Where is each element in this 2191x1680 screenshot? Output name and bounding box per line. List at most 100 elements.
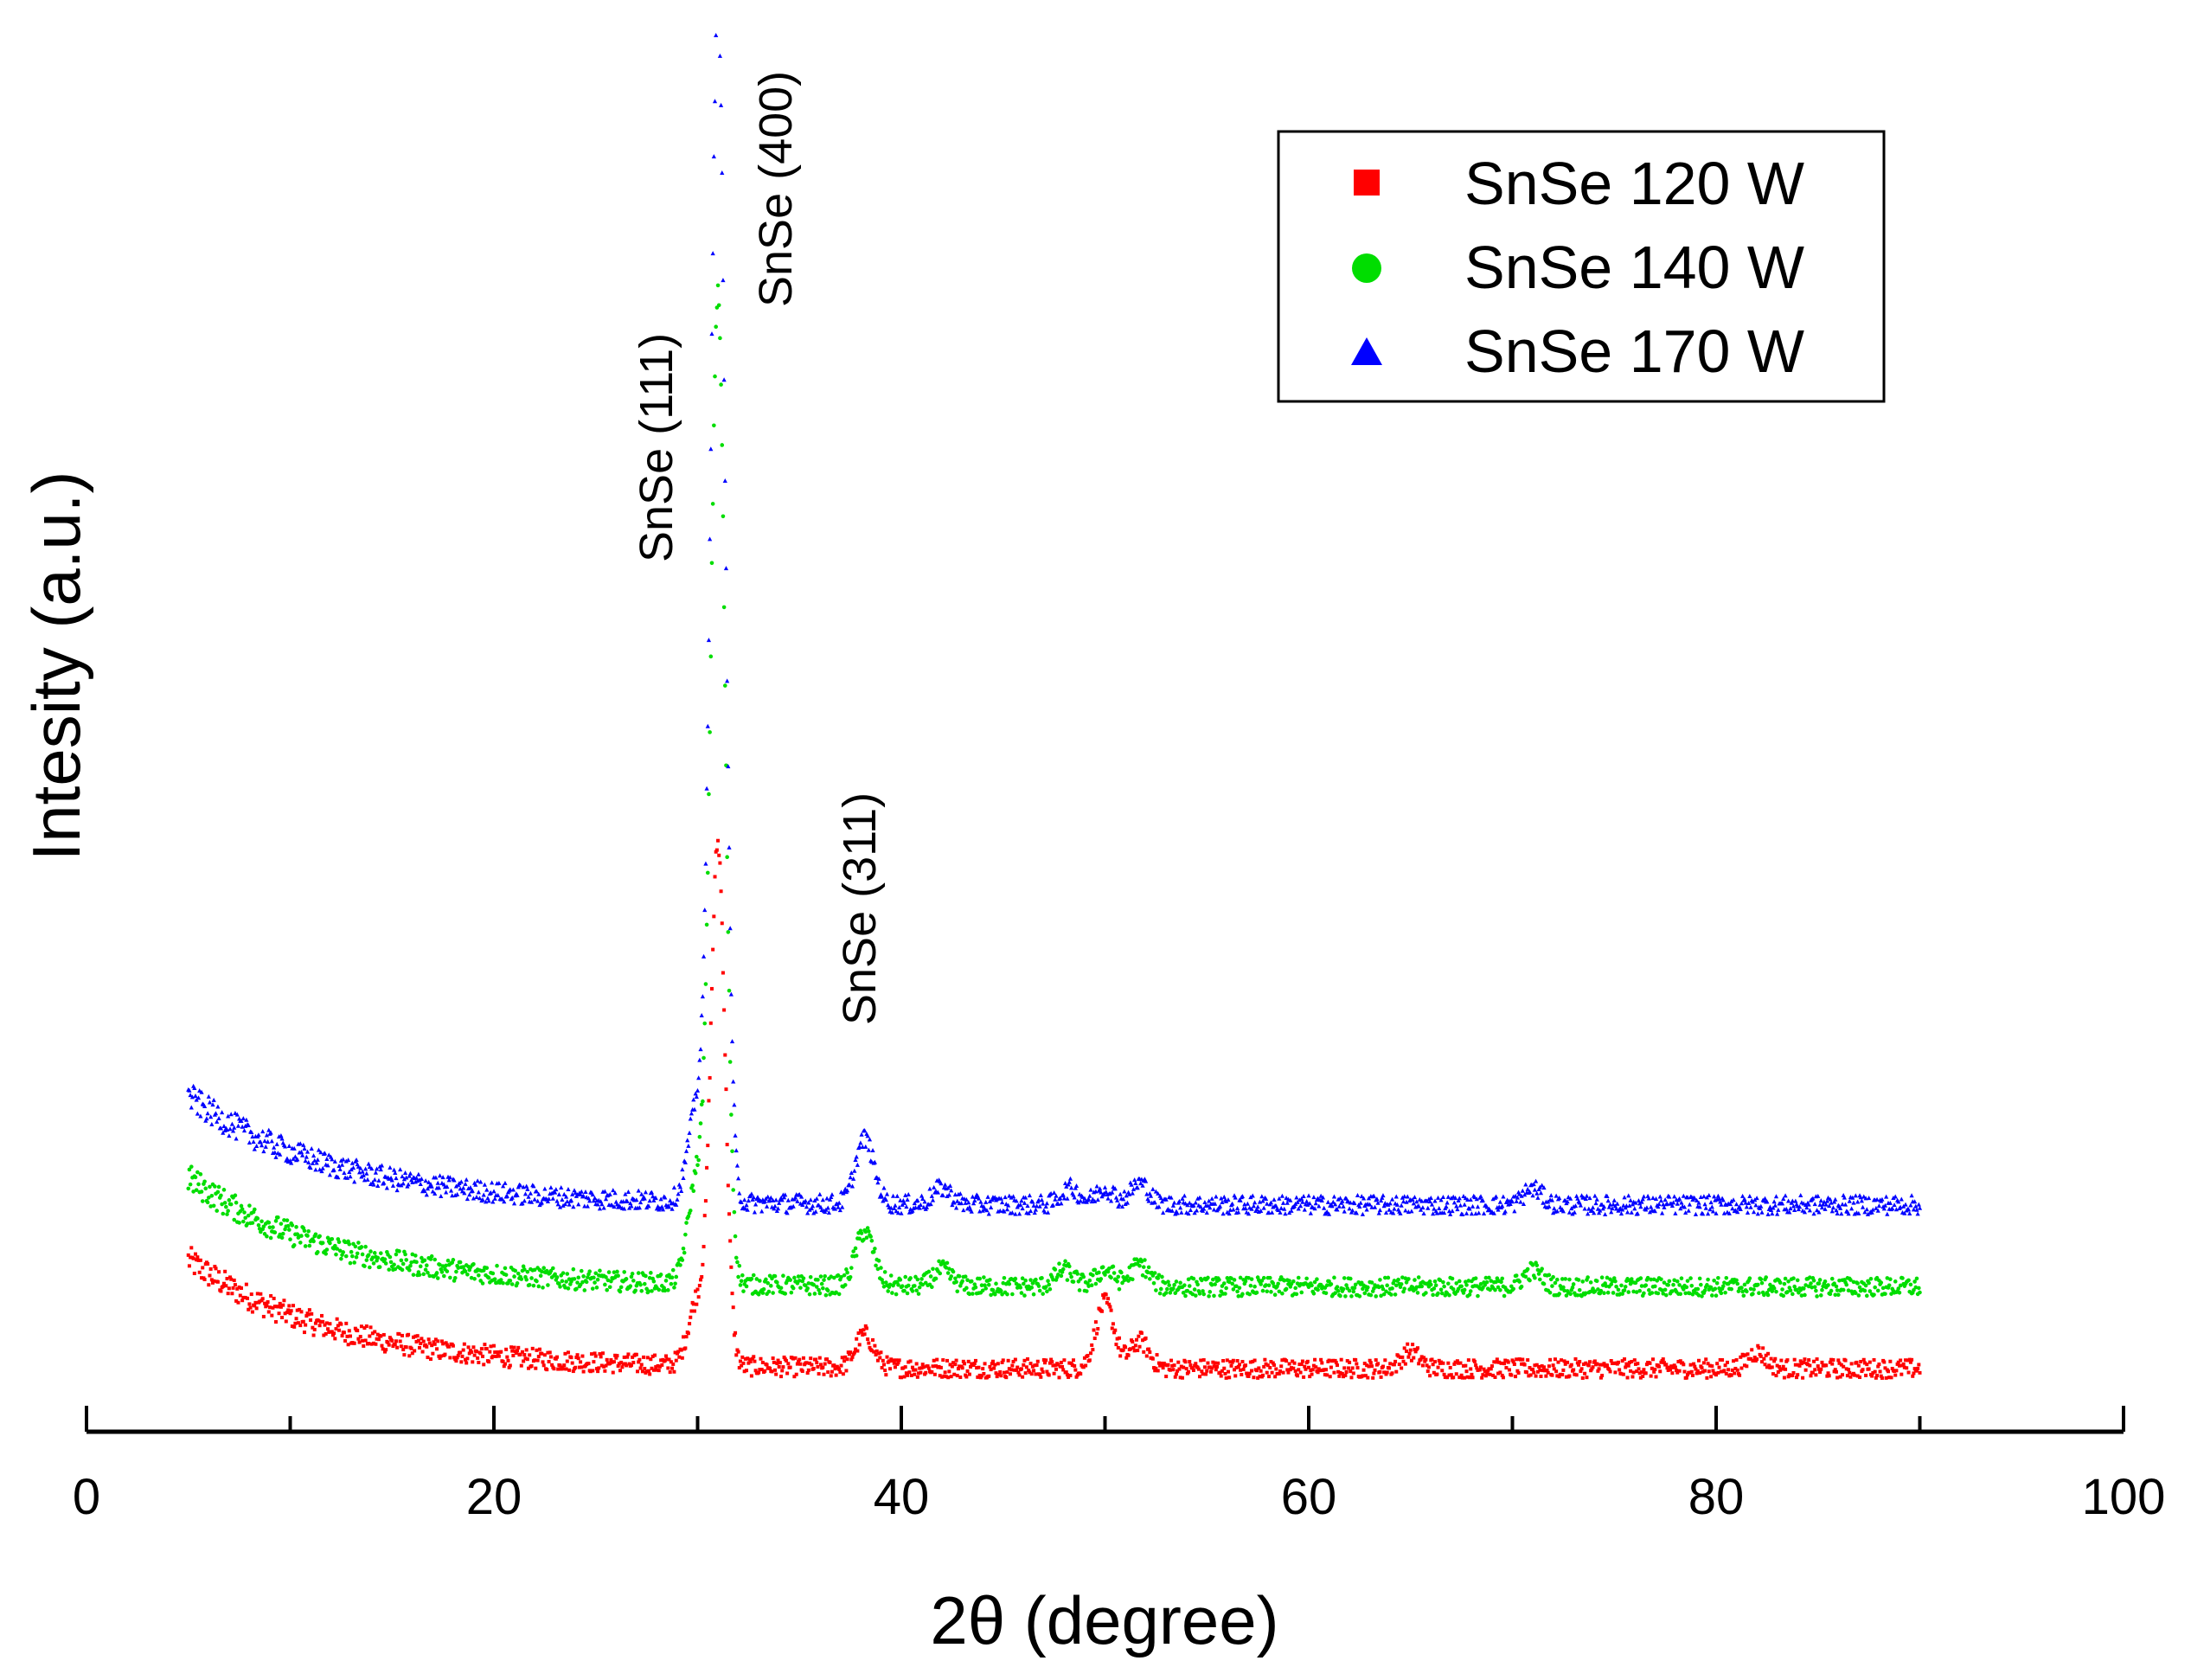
data-point: [1856, 1363, 1861, 1368]
data-point: [1305, 1202, 1310, 1207]
data-point: [448, 1356, 452, 1360]
data-point: [1709, 1293, 1714, 1298]
data-point: [469, 1275, 474, 1280]
data-point: [1112, 1186, 1118, 1191]
data-point: [1727, 1210, 1732, 1215]
data-point: [1502, 1293, 1507, 1298]
data-point: [602, 1364, 606, 1369]
data-point: [1459, 1284, 1464, 1289]
data-point: [1605, 1363, 1610, 1368]
data-point: [1739, 1355, 1743, 1359]
data-point: [272, 1230, 278, 1234]
data-point: [809, 1356, 813, 1361]
data-point: [1240, 1372, 1244, 1376]
data-point: [733, 1132, 738, 1138]
data-point: [969, 1279, 974, 1284]
data-point: [426, 1179, 432, 1184]
data-point: [857, 1236, 862, 1241]
data-point: [1219, 1374, 1223, 1378]
data-point: [398, 1167, 403, 1172]
data-point: [1405, 1194, 1410, 1199]
data-point: [338, 1157, 343, 1163]
data-point: [1907, 1357, 1912, 1362]
data-point: [623, 1191, 628, 1196]
data-point: [777, 1365, 781, 1369]
data-point: [702, 1214, 707, 1218]
data-point: [1588, 1280, 1593, 1285]
data-point: [1258, 1375, 1262, 1379]
data-point: [535, 1198, 541, 1203]
data-point: [1791, 1276, 1796, 1281]
data-point: [377, 1265, 382, 1269]
data-point: [1146, 1198, 1151, 1203]
data-point: [1218, 1293, 1222, 1298]
data-point: [1111, 1264, 1116, 1269]
data-point: [965, 1278, 970, 1283]
data-point: [444, 1341, 448, 1345]
data-point: [195, 1255, 200, 1260]
data-point: [1652, 1209, 1657, 1214]
data-point: [395, 1345, 400, 1350]
data-point: [1231, 1207, 1236, 1212]
data-point: [1498, 1287, 1502, 1292]
data-point: [863, 1229, 868, 1234]
data-point: [376, 1177, 381, 1183]
data-point: [261, 1149, 266, 1154]
data-point: [1226, 1197, 1231, 1202]
data-point: [1461, 1291, 1466, 1295]
data-point: [1643, 1371, 1648, 1375]
data-point: [881, 1280, 886, 1286]
data-point: [463, 1269, 468, 1274]
data-point: [1460, 1375, 1464, 1380]
data-point: [1037, 1288, 1042, 1293]
data-point: [495, 1350, 499, 1354]
data-point: [834, 1373, 838, 1377]
data-point: [1414, 1285, 1419, 1290]
data-point: [1679, 1200, 1684, 1205]
data-point: [323, 1323, 327, 1327]
data-point: [958, 1201, 964, 1206]
data-point: [265, 1303, 269, 1307]
data-point: [1740, 1289, 1745, 1294]
data-point: [247, 1203, 252, 1208]
data-point: [989, 1368, 993, 1372]
data-point: [940, 1193, 945, 1198]
data-point: [932, 1372, 937, 1376]
data-point: [490, 1199, 496, 1204]
data-point: [593, 1351, 597, 1356]
data-point: [1150, 1356, 1155, 1361]
data-point: [581, 1369, 586, 1374]
data-point: [1009, 1368, 1014, 1372]
data-point: [320, 1241, 325, 1245]
data-point: [554, 1187, 559, 1192]
data-point: [758, 1198, 764, 1203]
data-point: [1672, 1278, 1677, 1283]
data-point: [510, 1349, 515, 1353]
data-point: [659, 1204, 664, 1209]
data-point: [749, 1276, 754, 1281]
data-point: [692, 1106, 697, 1112]
data-point: [1300, 1359, 1304, 1363]
data-point: [1212, 1364, 1216, 1369]
data-point: [691, 1302, 695, 1306]
data-point: [873, 1343, 877, 1348]
data-point: [1876, 1364, 1880, 1369]
data-point: [1498, 1370, 1502, 1375]
data-point: [658, 1196, 663, 1202]
data-point: [1669, 1202, 1675, 1208]
data-point: [1156, 1361, 1161, 1365]
data-point: [1422, 1356, 1426, 1360]
data-point: [1020, 1206, 1025, 1211]
data-point: [639, 1289, 644, 1293]
data-point: [980, 1288, 985, 1293]
data-point: [1108, 1305, 1112, 1309]
data-point: [285, 1310, 289, 1314]
data-point: [834, 1290, 838, 1295]
data-point: [928, 1274, 933, 1279]
data-point: [882, 1270, 887, 1274]
data-point: [727, 844, 732, 850]
data-point: [1584, 1361, 1588, 1365]
data-point: [692, 1309, 696, 1313]
data-point: [411, 1273, 416, 1277]
data-point: [963, 1274, 968, 1279]
